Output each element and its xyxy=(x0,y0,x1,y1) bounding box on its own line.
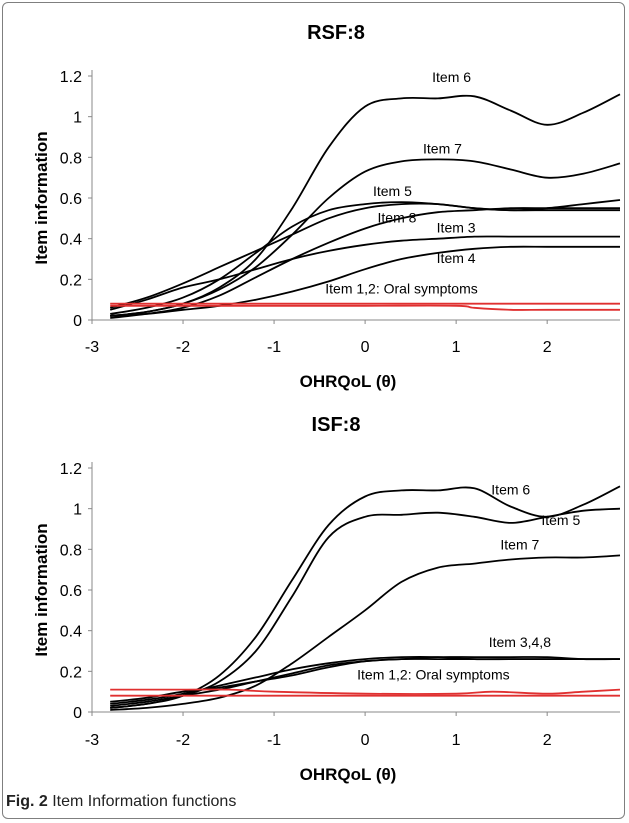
chart1-x-tick-label: -3 xyxy=(85,339,99,356)
caption-label: Fig. 2 xyxy=(6,793,48,810)
chart2-y-axis-label: Item information xyxy=(32,523,51,656)
chart2-y-tick-label: 0.8 xyxy=(60,542,82,559)
chart1-y-tick-label: 0.4 xyxy=(60,232,82,249)
chart1-series-annotation: Item 7 xyxy=(423,140,462,156)
chart1-series-annotation: Item 1,2: Oral symptoms xyxy=(325,281,477,297)
chart2-x-tick-label: 0 xyxy=(361,732,370,749)
chart1-series-line xyxy=(110,245,620,317)
chart2-series-annotation: Item 3,4,8 xyxy=(489,634,551,650)
chart2-series-annotation: Item 7 xyxy=(500,536,539,552)
chart2-x-tick-label: -1 xyxy=(267,732,281,749)
chart2-y-tick-label: 0 xyxy=(73,705,82,722)
chart1-y-tick-label: 0.8 xyxy=(60,150,82,167)
chart1-series-line xyxy=(109,235,620,311)
chart2-y-tick-label: 0.4 xyxy=(60,624,82,641)
chart2-series-annotation: Item 6 xyxy=(491,481,530,497)
figure-caption: Fig. 2 Item Information functions xyxy=(6,793,236,811)
chart1-series-line xyxy=(110,199,621,315)
chart1-x-tick-label: -1 xyxy=(267,339,281,356)
chart2-y-tick-label: 1 xyxy=(73,502,82,519)
chart1-x-tick-label: 2 xyxy=(543,339,552,356)
chart1-series-annotation: Item 3 xyxy=(437,220,476,236)
chart1-y-axis-label: Item information xyxy=(32,131,51,264)
chart1-title: RSF:8 xyxy=(307,22,365,44)
chart1-series-annotation: Item 5 xyxy=(373,183,412,199)
chart2-series-line xyxy=(110,554,621,711)
chart2-x-tick-label: 2 xyxy=(543,732,552,749)
chart1-y-tick-label: 0.2 xyxy=(60,272,82,289)
chart1-x-tick-label: -2 xyxy=(176,339,190,356)
chart1-y-tick-label: 1 xyxy=(73,110,82,127)
chart1-y-tick-label: 1.2 xyxy=(60,69,82,86)
chart2-y-tick-label: 0.2 xyxy=(60,664,82,681)
chart1-series-line xyxy=(110,207,620,319)
chart1-x-tick-label: 0 xyxy=(361,339,370,356)
chart2-title: ISF:8 xyxy=(312,414,361,436)
chart1-x-axis-label: OHRQoL (θ) xyxy=(300,372,397,391)
chart1-series-line xyxy=(109,202,620,309)
chart2-series-line xyxy=(110,655,620,705)
chart2-series-annotation: Item 1,2: Oral symptoms xyxy=(357,666,509,682)
chart2-x-tick-label: -2 xyxy=(176,732,190,749)
chart1-series-annotation: Item 4 xyxy=(437,250,476,266)
chart2-y-tick-label: 1.2 xyxy=(60,461,82,478)
chart1-x-tick-label: 1 xyxy=(452,339,461,356)
chart1-series-annotation: Item 6 xyxy=(432,69,471,85)
chart2-x-tick-label: 1 xyxy=(452,732,461,749)
chart1-y-tick-label: 0 xyxy=(73,313,82,330)
chart2-x-axis-label: OHRQoL (θ) xyxy=(300,765,397,784)
chart1-series-annotation: Item 8 xyxy=(378,209,417,225)
chart2-series-annotation: Item 5 xyxy=(541,512,580,528)
chart1-y-tick-label: 0.6 xyxy=(60,191,82,208)
chart2-y-tick-label: 0.6 xyxy=(60,583,82,600)
chart1-series-line xyxy=(110,158,621,317)
chart2-x-tick-label: -3 xyxy=(85,732,99,749)
caption-text: Item Information functions xyxy=(52,793,237,810)
chart2-series-line xyxy=(110,688,621,695)
chart1-series-line xyxy=(110,304,620,311)
